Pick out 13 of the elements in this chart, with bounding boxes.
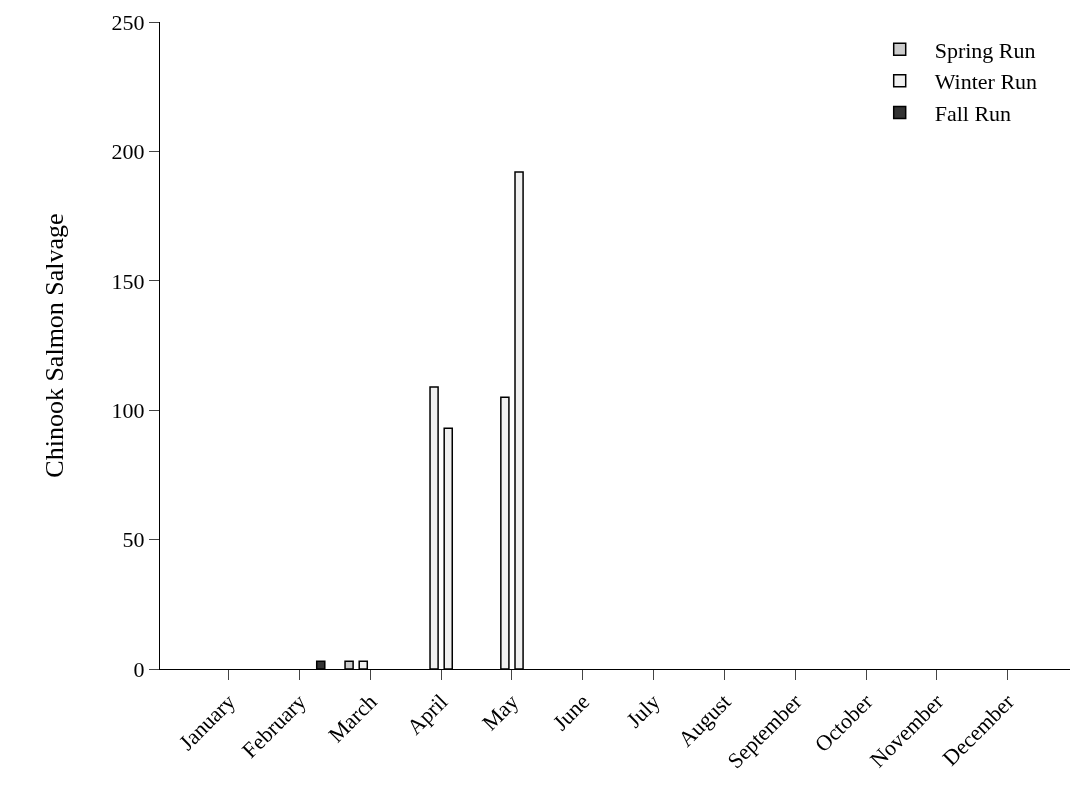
y-axis-title: Chinook Salmon Salvage (40, 213, 69, 478)
y-tick-label: 150 (111, 268, 145, 294)
legend-label: Spring Run (934, 37, 1036, 63)
y-tick-label: 250 (111, 9, 145, 35)
legend-label: Fall Run (934, 101, 1012, 127)
y-tick-label: 200 (111, 139, 145, 165)
y-tick-label: 0 (133, 656, 145, 682)
y-tick-label: 50 (122, 527, 145, 553)
y-tick-label: 100 (111, 397, 145, 423)
x-tick-label: July (621, 689, 665, 733)
x-tick-label: May (477, 689, 524, 736)
x-tick-label: June (547, 689, 595, 736)
legend-label: Winter Run (934, 69, 1038, 95)
